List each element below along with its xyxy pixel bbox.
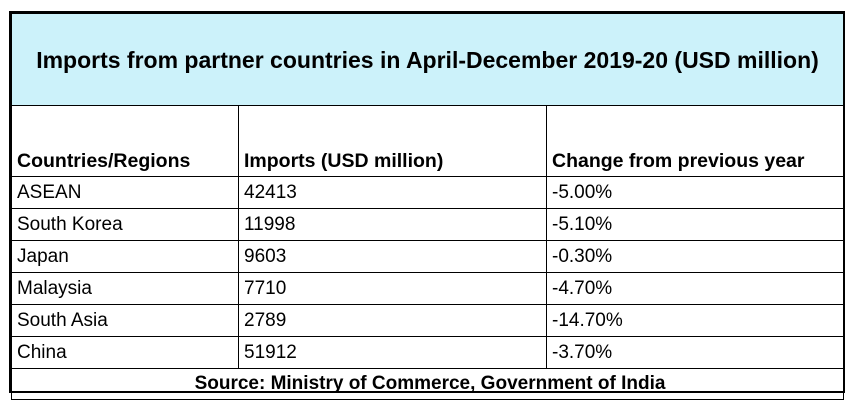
cell-change: -5.10%: [546, 208, 844, 241]
cell-change: -0.30%: [546, 240, 844, 273]
cell-country: South Asia: [11, 304, 239, 337]
cell-country: South Korea: [11, 208, 239, 241]
table-row: ASEAN 42413 -5.00%: [11, 176, 844, 209]
cell-country: Malaysia: [11, 272, 239, 305]
cell-imports: 51912: [238, 336, 547, 369]
cell-change: -3.70%: [546, 336, 844, 369]
cell-country: Japan: [11, 240, 239, 273]
imports-table: Imports from partner countries in April-…: [11, 13, 844, 400]
table-row: South Korea 11998 -5.10%: [11, 208, 844, 241]
cell-country: China: [11, 336, 239, 369]
cell-change: -5.00%: [546, 176, 844, 209]
cell-imports: 9603: [238, 240, 547, 273]
header-row: Countries/Regions Imports (USD million) …: [11, 105, 844, 177]
source-note: Source: Ministry of Commerce, Government…: [11, 368, 844, 400]
cell-change: -4.70%: [546, 272, 844, 305]
data-table-frame: Imports from partner countries in April-…: [9, 11, 845, 400]
column-header-imports: Imports (USD million): [238, 105, 547, 177]
cell-country: ASEAN: [11, 176, 239, 209]
column-header-countries: Countries/Regions: [11, 105, 239, 177]
cell-imports: 2789: [238, 304, 547, 337]
table-row: South Asia 2789 -14.70%: [11, 304, 844, 337]
cell-imports: 11998: [238, 208, 547, 241]
column-header-change: Change from previous year: [546, 105, 844, 177]
table-row: China 51912 -3.70%: [11, 336, 844, 369]
title-row: Imports from partner countries in April-…: [11, 13, 844, 106]
table-row: Japan 9603 -0.30%: [11, 240, 844, 273]
cell-imports: 7710: [238, 272, 547, 305]
source-row: Source: Ministry of Commerce, Government…: [11, 368, 844, 400]
table-title: Imports from partner countries in April-…: [11, 13, 844, 106]
cell-imports: 42413: [238, 176, 547, 209]
table-row: Malaysia 7710 -4.70%: [11, 272, 844, 305]
cell-change: -14.70%: [546, 304, 844, 337]
